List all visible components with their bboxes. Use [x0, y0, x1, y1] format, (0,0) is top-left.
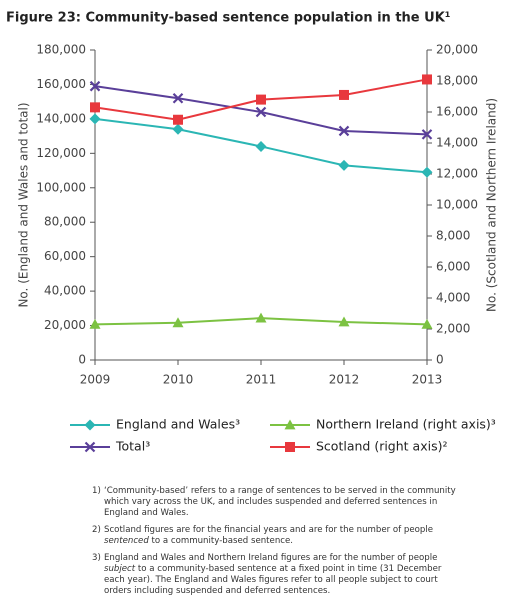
- marker: [421, 129, 433, 140]
- footnote-number: 1): [92, 486, 101, 496]
- marker: [173, 114, 183, 125]
- footnote: 1) ‘Community-based’ refers to a range of…: [92, 486, 462, 519]
- y2-tick-label: 6,000: [436, 260, 470, 274]
- y2-tick-label: 14,000: [436, 136, 478, 150]
- marker: [421, 166, 433, 178]
- y-tick-label: 60,000: [44, 249, 86, 263]
- marker: [89, 318, 101, 329]
- footnote-number: 3): [92, 553, 101, 563]
- marker: [89, 80, 101, 92]
- footnote-text: Scotland figures are for the financial y…: [104, 525, 462, 547]
- marker: [90, 102, 100, 113]
- footnote-number: 2): [92, 525, 101, 535]
- legend-marker: [284, 419, 296, 430]
- y2-tick-label: 20,000: [436, 43, 478, 57]
- footnote-part: Scotland figures are for the financial y…: [104, 525, 434, 535]
- marker: [172, 123, 184, 135]
- marker: [338, 159, 350, 171]
- chart-title: Figure 23: Community-based sentence popu…: [6, 11, 450, 26]
- footnote-part: subject: [104, 564, 136, 574]
- y2-tick-label: 4,000: [436, 291, 470, 305]
- footnote-part: to a community-based sentence.: [148, 536, 294, 546]
- y2-tick-label: 12,000: [436, 167, 478, 181]
- marker: [256, 94, 266, 105]
- chart: Figure 23: Community-based sentence popu…: [6, 11, 499, 454]
- marker: [338, 125, 350, 137]
- legend-label: Northern Ireland (right axis)³: [316, 417, 496, 432]
- marker: [338, 316, 350, 327]
- y2-tick-label: 10,000: [436, 198, 478, 212]
- y2-tick-label: 8,000: [436, 229, 470, 243]
- y-tick-label: 80,000: [44, 215, 86, 229]
- marker: [172, 317, 184, 328]
- y2-tick-label: 18,000: [436, 74, 478, 88]
- y-tick-label: 160,000: [36, 77, 86, 91]
- y-axis-title: No. (England and Wales and total): [17, 102, 31, 307]
- y-tick-label: 20,000: [44, 318, 86, 332]
- y2-axis-title: No. (Scotland and Northern Ireland): [485, 98, 499, 312]
- footnote: 2) Scotland figures are for the financial…: [92, 525, 462, 547]
- y-tick-label: 40,000: [44, 284, 86, 298]
- footnote: 3) England and Wales and Northern Ireland…: [92, 553, 462, 597]
- marker: [421, 318, 433, 329]
- marker: [255, 140, 267, 152]
- x-tick-label: 2011: [246, 373, 277, 387]
- footnote-part: England and Wales and Northern Ireland f…: [104, 553, 438, 563]
- legend-label: Total³: [115, 439, 150, 454]
- y-tick-label: 120,000: [36, 146, 86, 160]
- footnote-part: sentenced: [104, 536, 149, 546]
- x-tick-label: 2009: [80, 373, 111, 387]
- legend-label: Scotland (right axis)²: [316, 439, 447, 454]
- footnotes: 1) ‘Community-based’ refers to a range of…: [92, 486, 462, 603]
- x-tick-label: 2012: [329, 373, 360, 387]
- y2-tick-label: 16,000: [436, 105, 478, 119]
- series-line: [94, 85, 428, 136]
- y-tick-label: 0: [78, 353, 86, 367]
- y-tick-label: 140,000: [36, 111, 86, 125]
- marker: [255, 312, 267, 323]
- legend-marker: [84, 419, 96, 431]
- marker: [172, 92, 184, 104]
- footnote-text: ‘Community-based’ refers to a range of s…: [104, 486, 462, 519]
- legend-marker: [84, 441, 96, 453]
- x-tick-label: 2010: [163, 373, 194, 387]
- marker: [255, 106, 267, 118]
- x-tick-label: 2013: [412, 373, 443, 387]
- marker: [339, 89, 349, 100]
- footnote-part: to a community-based sentence at a fixed…: [104, 564, 442, 596]
- marker: [89, 113, 101, 125]
- footnote-part: ‘Community-based’ refers to a range of s…: [104, 486, 456, 518]
- legend-label: England and Wales³: [116, 417, 240, 432]
- y-tick-label: 100,000: [36, 180, 86, 194]
- y2-tick-label: 0: [436, 353, 444, 367]
- legend-marker: [285, 442, 295, 452]
- y-tick-label: 180,000: [36, 43, 86, 57]
- footnote-text: England and Wales and Northern Ireland f…: [104, 553, 462, 597]
- y2-tick-label: 2,000: [436, 322, 470, 336]
- marker: [422, 74, 432, 85]
